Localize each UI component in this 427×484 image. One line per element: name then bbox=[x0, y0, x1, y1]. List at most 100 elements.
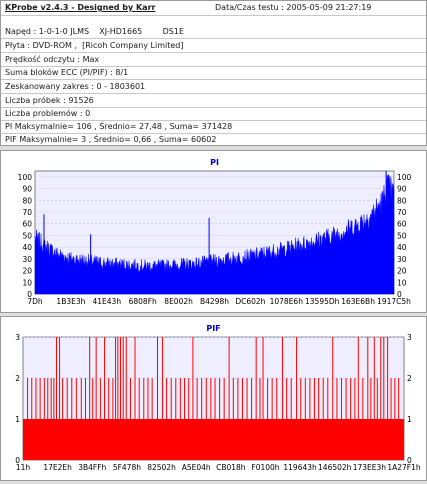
y-tick-label-right: 30 bbox=[397, 255, 407, 264]
chart-title: PIF bbox=[206, 324, 220, 333]
x-tick-label: 1B3E3h bbox=[56, 297, 85, 306]
x-tick-label: 7Dh bbox=[27, 297, 43, 306]
samples-label: Liczba próbek bbox=[5, 96, 61, 105]
info-panel: KProbe v2.4.3 - Designed by Karr Data/Cz… bbox=[0, 0, 427, 146]
separator bbox=[1, 66, 426, 67]
y-tick-label-right: 50 bbox=[397, 231, 407, 240]
y-tick-label-right: 0 bbox=[407, 456, 412, 465]
pif-sum-value: 60602 bbox=[190, 135, 217, 144]
separator bbox=[1, 79, 426, 80]
x-tick-label: 163E6Bh bbox=[341, 297, 375, 306]
pi-sum-label: Suma= bbox=[169, 122, 200, 131]
problems-value: 0 bbox=[85, 109, 91, 118]
y-tick-label-left: 1 bbox=[15, 415, 20, 424]
y-tick-label-left: 80 bbox=[22, 196, 32, 205]
speed-value: Max bbox=[82, 55, 100, 64]
pif-max-value: 3 bbox=[81, 135, 87, 144]
pif-chart-panel: PIF 0 0 1 1 2 2 3 3 11h 17E2Eh 3B4FFh 5F478h 82502h A5… bbox=[0, 316, 427, 481]
separator bbox=[1, 107, 426, 108]
drive-model: XJ-HD1665 bbox=[99, 27, 143, 36]
y-tick-label-right: 70 bbox=[397, 208, 407, 217]
pif-avg-value: 0,66 bbox=[133, 135, 152, 144]
x-tick-label: 11h bbox=[16, 463, 31, 472]
x-tick-label: 5F478h bbox=[113, 463, 141, 472]
separator bbox=[1, 38, 426, 39]
x-tick-label: 119643h bbox=[283, 463, 317, 472]
x-tick-label: 173EE3h bbox=[353, 463, 387, 472]
y-tick-label-right: 40 bbox=[397, 243, 407, 252]
range-value: 0 - 1803601 bbox=[96, 82, 146, 91]
range-label: Zeskanowany zakres bbox=[5, 82, 89, 91]
pif-chart: PIF 0 0 1 1 2 2 3 3 11h 17E2Eh 3B4FFh 5F478h 82502h A5… bbox=[15, 324, 421, 472]
y-tick-label-right: 60 bbox=[397, 220, 407, 229]
drive-firmware: DS1E bbox=[162, 27, 184, 36]
separator bbox=[1, 133, 426, 134]
drive-id: 1-0-1-0 JLMS bbox=[38, 27, 90, 36]
x-tick-label: 1078E6h bbox=[270, 297, 304, 306]
speed-label: Prędkość odczytu bbox=[5, 55, 75, 64]
y-tick-label-left: 100 bbox=[18, 173, 33, 182]
pi-max-value: 106 bbox=[76, 122, 92, 131]
x-tick-label: 146502h bbox=[318, 463, 352, 472]
y-tick-label-right: 10 bbox=[397, 278, 407, 287]
x-tick-label: 1A27F1h bbox=[387, 463, 421, 472]
y-tick-label-left: 30 bbox=[22, 255, 32, 264]
y-tick-label-left: 70 bbox=[22, 208, 32, 217]
y-tick-label-left: 0 bbox=[27, 290, 32, 299]
pi-series-area bbox=[34, 174, 395, 295]
y-tick-label-left: 3 bbox=[15, 333, 20, 342]
y-tick-label-right: 1 bbox=[407, 415, 412, 424]
speed-row: Prędkość odczytu : Max bbox=[5, 55, 100, 64]
disc-row: Płyta : DVD-ROM , [Ricoh Company Limited… bbox=[5, 41, 184, 50]
x-tick-label: F0100h bbox=[251, 463, 279, 472]
ecc-label: Suma bloków ECC (PI/PIF) bbox=[5, 68, 108, 77]
y-tick-label-right: 90 bbox=[397, 185, 407, 194]
x-tick-label: 6808Fh bbox=[129, 297, 157, 306]
x-tick-label: 82502h bbox=[147, 463, 176, 472]
x-tick-label: 3B4FFh bbox=[78, 463, 106, 472]
date-value: 2005-05-09 21:27:19 bbox=[286, 3, 372, 12]
disc-label: Płyta bbox=[5, 41, 25, 50]
date-label: Data/Czas testu : bbox=[215, 3, 284, 12]
y-tick-label-left: 60 bbox=[22, 220, 32, 229]
y-tick-label-left: 90 bbox=[22, 185, 32, 194]
x-tick-label: 17E2Eh bbox=[43, 463, 72, 472]
samples-row: Liczba próbek : 91526 bbox=[5, 96, 94, 105]
y-tick-label-right: 2 bbox=[407, 374, 412, 383]
x-tick-label: CB018h bbox=[216, 463, 246, 472]
problems-row: Liczba problemów : 0 bbox=[5, 109, 91, 118]
y-tick-label-right: 80 bbox=[397, 196, 407, 205]
separator bbox=[1, 52, 426, 53]
range-row: Zeskanowany zakres : 0 - 1803601 bbox=[5, 82, 146, 91]
pi-summary-row: PI Maksymalnie= 106 , Średnio= 27,48 , S… bbox=[5, 122, 233, 131]
x-tick-label: 41E43h bbox=[93, 297, 122, 306]
test-date: Data/Czas testu : 2005-05-09 21:27:19 bbox=[215, 4, 371, 12]
pif-summary-row: PIF Maksymalnie= 3 , Średnio= 0,66 , Sum… bbox=[5, 135, 217, 144]
problems-label: Liczba problemów bbox=[5, 109, 78, 118]
pif-baseline-bar bbox=[23, 419, 404, 460]
y-tick-label-left: 10 bbox=[22, 278, 32, 287]
pi-sum-value: 371428 bbox=[201, 122, 233, 131]
y-tick-label-right: 100 bbox=[397, 173, 412, 182]
x-tick-label: 1917C5h bbox=[377, 297, 411, 306]
chart-title: PI bbox=[210, 158, 219, 167]
pi-chart-panel: PI 0 0 10 10 20 20 30 30 40 40 50 50 60 60 70 70 80 80 90 90… bbox=[0, 150, 427, 313]
pif-max-label: PIF Maksymalnie= bbox=[5, 135, 79, 144]
y-tick-label-right: 0 bbox=[397, 290, 402, 299]
x-tick-label: 8E002h bbox=[164, 297, 193, 306]
x-tick-label: 13595Dh bbox=[305, 297, 340, 306]
y-tick-label-left: 40 bbox=[22, 243, 32, 252]
separator bbox=[1, 93, 426, 94]
pif-sum-label: Suma= bbox=[158, 135, 189, 144]
drive-row: Napęd : 1-0-1-0 JLMS XJ-HD1665 DS1E bbox=[5, 27, 184, 36]
disc-value: DVD-ROM , [Ricoh Company Limited] bbox=[32, 41, 184, 50]
pi-avg-value: 27,48 bbox=[139, 122, 162, 131]
samples-value: 91526 bbox=[68, 96, 94, 105]
pi-max-label: PI Maksymalnie= bbox=[5, 122, 74, 131]
y-tick-label-left: 50 bbox=[22, 231, 32, 240]
x-tick-label: B4298h bbox=[200, 297, 229, 306]
pi-chart: PI 0 0 10 10 20 20 30 30 40 40 50 50 60 60 70 70 80 80 90 90… bbox=[18, 158, 412, 306]
x-tick-label: A5E04h bbox=[182, 463, 211, 472]
pif-avg-label: Średnio= bbox=[93, 135, 131, 144]
pi-avg-label: Średnio= bbox=[99, 122, 137, 131]
